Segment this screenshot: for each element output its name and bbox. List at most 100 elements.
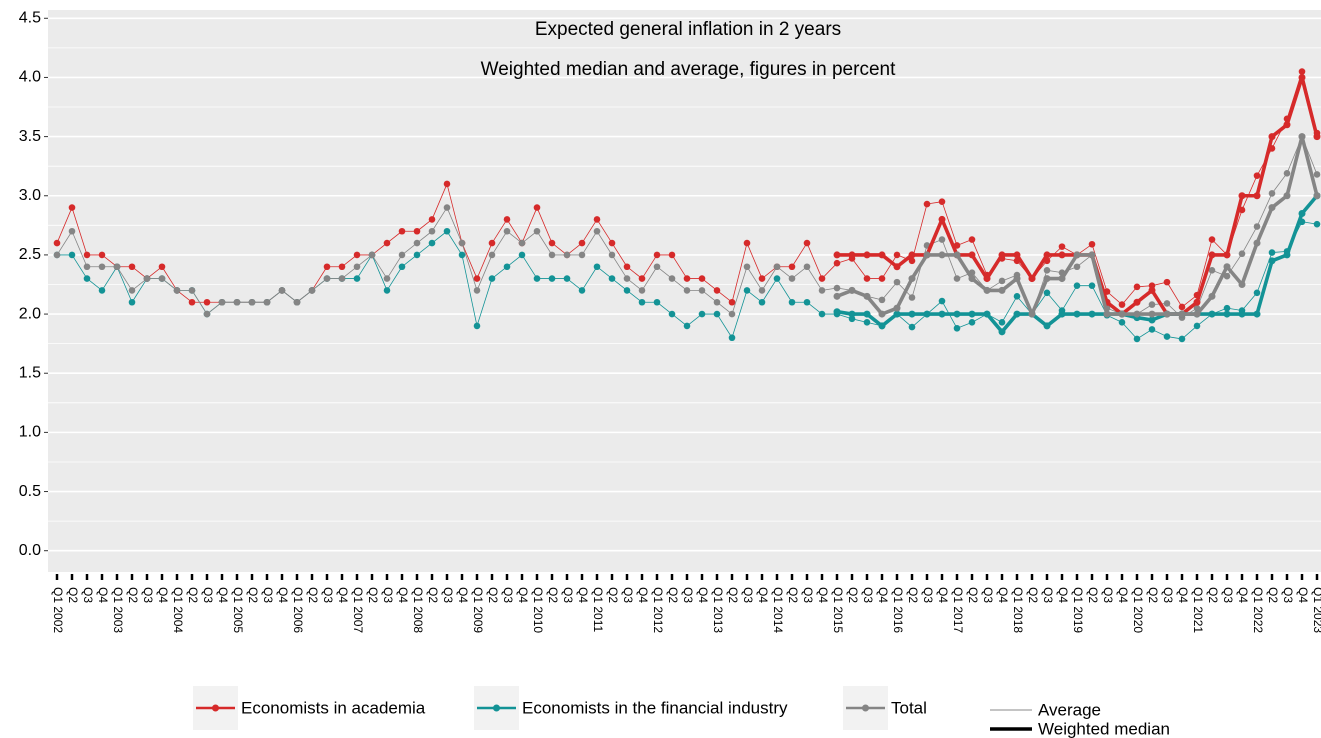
x-tick-label: Q2	[246, 587, 260, 603]
y-tick-label: 3.5	[19, 128, 41, 145]
data-point	[1253, 310, 1261, 318]
data-point	[398, 227, 406, 235]
x-tick-label: Q4	[636, 587, 650, 603]
x-tick-label: Q4	[1056, 587, 1070, 603]
x-tick-label: Q4	[1176, 587, 1190, 603]
legend: Economists in academia Economists in the …	[193, 686, 1170, 738]
data-point	[653, 251, 661, 259]
x-tick-label: Q3	[1101, 587, 1115, 603]
data-point	[788, 263, 796, 271]
data-point	[128, 263, 136, 271]
data-point	[443, 180, 451, 188]
x-tick-label: Q3	[1161, 587, 1175, 603]
data-point	[473, 287, 481, 294]
data-point	[1298, 210, 1306, 218]
data-point	[1283, 251, 1291, 259]
data-point	[998, 328, 1006, 336]
data-point	[1013, 251, 1021, 259]
data-point	[1313, 171, 1321, 178]
data-point	[338, 263, 346, 271]
data-point	[353, 263, 361, 271]
data-point	[98, 263, 106, 271]
x-tick-label: Q4	[936, 587, 950, 603]
x-tick-label: Q2	[1086, 587, 1100, 603]
data-point	[83, 263, 91, 271]
data-point	[1043, 275, 1051, 283]
data-point	[143, 275, 151, 282]
data-point	[908, 251, 916, 259]
data-point	[1283, 192, 1291, 200]
x-tick-label: Q4	[996, 587, 1010, 603]
data-point	[503, 227, 511, 235]
data-point	[638, 287, 646, 294]
data-point	[998, 251, 1006, 259]
data-point	[1238, 250, 1246, 258]
y-tick-label: 3.0	[19, 187, 41, 204]
data-point	[1133, 310, 1141, 318]
x-tick-label: Q3	[141, 587, 155, 603]
data-point	[383, 239, 391, 247]
data-point	[713, 310, 721, 318]
x-tick-label: Q2	[126, 587, 140, 603]
data-point	[608, 251, 616, 259]
data-point	[188, 287, 196, 294]
data-point	[683, 287, 691, 294]
data-point	[953, 275, 961, 282]
x-tick-label: Q3	[681, 587, 695, 603]
data-point	[758, 287, 766, 294]
x-tick-label: Q4	[1296, 587, 1310, 603]
data-point	[893, 304, 901, 312]
legend-label: Average	[1038, 700, 1101, 719]
x-tick-label: Q3	[381, 587, 395, 603]
data-point	[263, 298, 271, 306]
data-point	[308, 287, 316, 294]
x-tick-label: Q4	[696, 587, 710, 603]
chart-title: Expected general inflation in 2 years	[535, 19, 841, 40]
data-point	[908, 310, 916, 318]
legend-dot	[862, 704, 869, 712]
x-tick-label: Q4	[876, 587, 890, 603]
x-tick-label: Q2	[546, 587, 560, 603]
data-point	[638, 275, 646, 282]
data-point	[743, 263, 751, 271]
data-point	[1238, 280, 1246, 288]
data-point	[728, 298, 736, 306]
data-point	[1178, 335, 1186, 343]
data-point	[128, 287, 136, 294]
x-tick-label: Q3	[261, 587, 275, 603]
data-point	[1268, 249, 1276, 256]
data-point	[1043, 251, 1051, 259]
data-point	[713, 287, 721, 294]
data-point	[1223, 251, 1231, 259]
data-point	[473, 275, 481, 282]
data-point	[578, 239, 586, 247]
x-tick-label: Q2	[666, 587, 680, 603]
data-point	[338, 275, 346, 282]
data-point	[98, 251, 106, 259]
data-point	[923, 310, 931, 318]
data-point	[203, 310, 211, 318]
data-point	[863, 275, 871, 282]
data-point	[998, 277, 1006, 285]
data-point	[728, 310, 736, 318]
data-point	[1073, 282, 1081, 289]
data-point	[1088, 310, 1096, 318]
x-tick-label: Q1 2010	[531, 587, 545, 633]
data-point	[938, 310, 946, 318]
data-point	[353, 275, 361, 282]
x-tick-label: Q2	[906, 587, 920, 603]
data-point	[863, 251, 871, 259]
y-tick-label: 1.0	[19, 424, 41, 441]
data-point	[668, 251, 676, 259]
data-point	[878, 251, 886, 259]
data-point	[1208, 310, 1216, 318]
x-tick-label: Q2	[426, 587, 440, 603]
data-point	[1223, 263, 1231, 271]
x-tick-label: Q3	[1041, 587, 1055, 603]
x-tick-label: Q1 2002	[51, 587, 65, 633]
data-point	[53, 251, 61, 259]
x-tick-label: Q4	[216, 587, 230, 603]
data-point	[293, 298, 301, 306]
data-point	[563, 251, 571, 259]
x-tick-label: Q1 2012	[651, 587, 665, 633]
